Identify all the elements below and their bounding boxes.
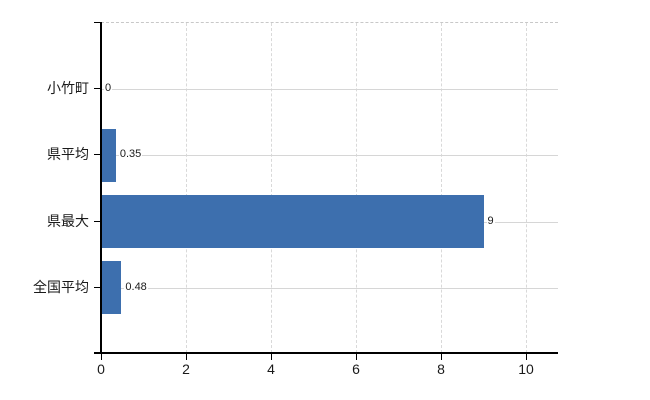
gridline-x-10 [526,23,527,353]
y-axis-tick [94,220,101,222]
gridline-x-4 [271,23,272,353]
x-axis-tick [526,353,527,360]
x-axis-tick [271,353,272,360]
bar-1 [101,128,116,182]
category-label-2: 県最大 [47,212,89,229]
x-axis-tick [441,353,442,360]
x-tick-label: 0 [97,361,105,377]
gridline-category-0 [101,89,558,91]
gridline-x-8 [441,23,442,353]
y-axis-tick [94,154,101,156]
x-tick-label: 4 [267,361,275,377]
x-tick-label: 2 [182,361,190,377]
x-tick-label: 8 [437,361,445,377]
x-tick-label: 6 [352,361,360,377]
value-label-0: 0 [104,82,113,95]
gridline-x-6 [356,23,357,353]
x-tick-label: 10 [518,361,534,377]
y-axis-end-tick [94,22,101,23]
y-axis-end-tick [94,353,101,354]
value-label-2: 9 [486,214,495,227]
plot-area [101,22,558,353]
gridline-category-3 [101,287,558,289]
category-label-3: 全国平均 [33,278,89,295]
x-axis-tick [101,353,102,360]
value-label-3: 0.48 [124,280,148,293]
category-label-1: 県平均 [47,146,89,163]
x-axis-line [94,352,558,354]
y-axis-line [100,22,102,354]
gridline-category-1 [101,155,558,157]
y-axis-tick [94,88,101,90]
x-axis-tick [186,353,187,360]
value-label-1: 0.35 [118,148,143,161]
x-axis-tick [356,353,357,360]
y-axis-tick [94,286,101,288]
bar-3 [101,261,122,315]
bar-2 [101,195,484,249]
gridline-x-2 [186,23,187,353]
category-label-0: 小竹町 [47,80,89,97]
